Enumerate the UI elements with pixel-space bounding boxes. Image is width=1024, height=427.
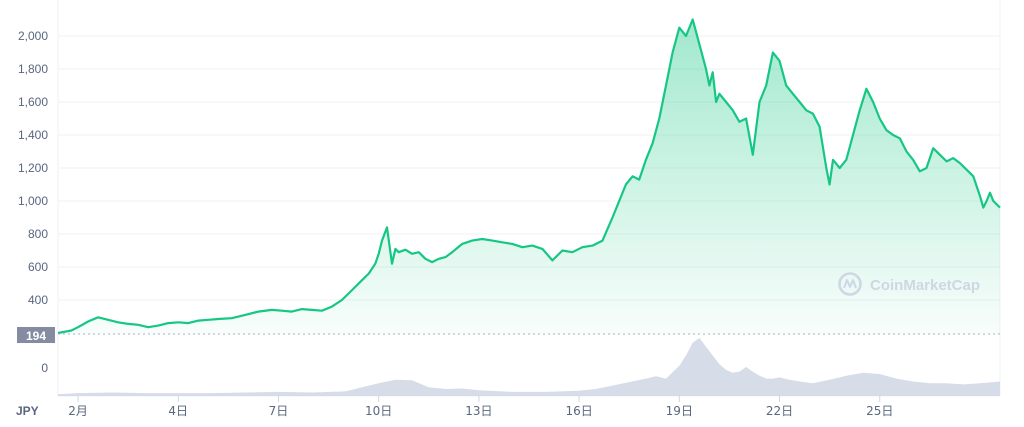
- x-tick-label: 2月: [68, 404, 88, 418]
- y-tick-label: 600: [28, 260, 48, 274]
- current-value-badge: 194: [17, 327, 55, 343]
- x-tick-label: 16日: [565, 404, 592, 418]
- y-axis-ticks: 2,000 1,800 1,600 1,400 1,200 1,000 800 600 400 0: [18, 29, 48, 375]
- x-tick-label: 13日: [465, 404, 492, 418]
- y-tick-label: 1,800: [18, 62, 48, 76]
- x-tick-label: 7日: [269, 404, 289, 418]
- y-tick-label: 0: [41, 361, 48, 375]
- volume-area: [58, 338, 1000, 396]
- x-tick-label: 10日: [365, 404, 392, 418]
- y-tick-label: 1,000: [18, 194, 48, 208]
- y-tick-label: 2,000: [18, 29, 48, 43]
- coinmarketcap-logo-icon: [838, 272, 862, 296]
- current-value-label: 194: [26, 329, 46, 343]
- x-tick-label: 25日: [866, 404, 893, 418]
- price-series-line: [57, 18, 1001, 335]
- price-area: [58, 19, 1000, 334]
- x-axis-ticks: 2月 4日 7日 10日 13日 16日 19日 22日 25日: [68, 396, 893, 418]
- y-tick-label: 800: [28, 227, 48, 241]
- y-tick-label: 1,200: [18, 161, 48, 175]
- watermark-text: CoinMarketCap: [870, 277, 980, 294]
- price-area-fill: [58, 19, 1000, 334]
- price-line: [57, 18, 1001, 335]
- y-tick-label: 1,600: [18, 95, 48, 109]
- currency-label: JPY: [16, 404, 39, 418]
- y-tick-label: 400: [28, 293, 48, 307]
- x-tick-label: 22日: [766, 404, 793, 418]
- x-tick-label: 19日: [666, 404, 693, 418]
- y-tick-label: 1,400: [18, 128, 48, 142]
- x-tick-label: 4日: [168, 404, 188, 418]
- coinmarketcap-watermark: CoinMarketCap: [838, 272, 980, 296]
- volume-area-shape: [58, 338, 1000, 396]
